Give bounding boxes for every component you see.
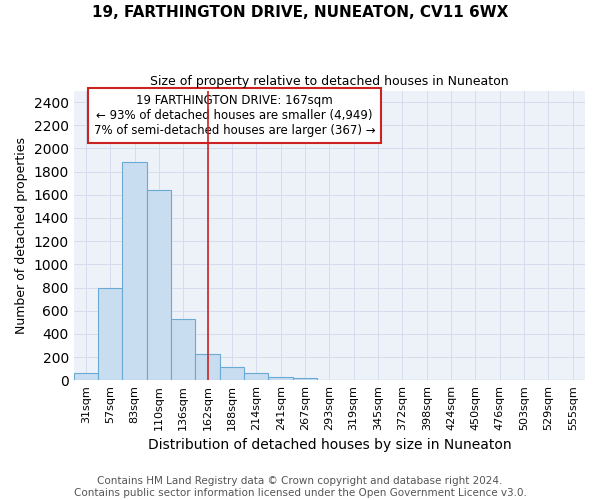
- Bar: [220, 368, 244, 380]
- Bar: [98, 288, 122, 380]
- Bar: [268, 376, 293, 380]
- Bar: [244, 373, 268, 380]
- Bar: [293, 378, 317, 380]
- Title: Size of property relative to detached houses in Nuneaton: Size of property relative to detached ho…: [150, 75, 509, 88]
- Text: 19, FARTHINGTON DRIVE, NUNEATON, CV11 6WX: 19, FARTHINGTON DRIVE, NUNEATON, CV11 6W…: [92, 5, 508, 20]
- Bar: [147, 190, 171, 380]
- Bar: [122, 162, 147, 380]
- Text: 19 FARTHINGTON DRIVE: 167sqm
← 93% of detached houses are smaller (4,949)
7% of : 19 FARTHINGTON DRIVE: 167sqm ← 93% of de…: [94, 94, 376, 136]
- Y-axis label: Number of detached properties: Number of detached properties: [15, 137, 28, 334]
- Bar: [171, 319, 196, 380]
- Bar: [196, 354, 220, 380]
- Bar: [74, 373, 98, 380]
- Text: Contains HM Land Registry data © Crown copyright and database right 2024.
Contai: Contains HM Land Registry data © Crown c…: [74, 476, 526, 498]
- X-axis label: Distribution of detached houses by size in Nuneaton: Distribution of detached houses by size …: [148, 438, 511, 452]
